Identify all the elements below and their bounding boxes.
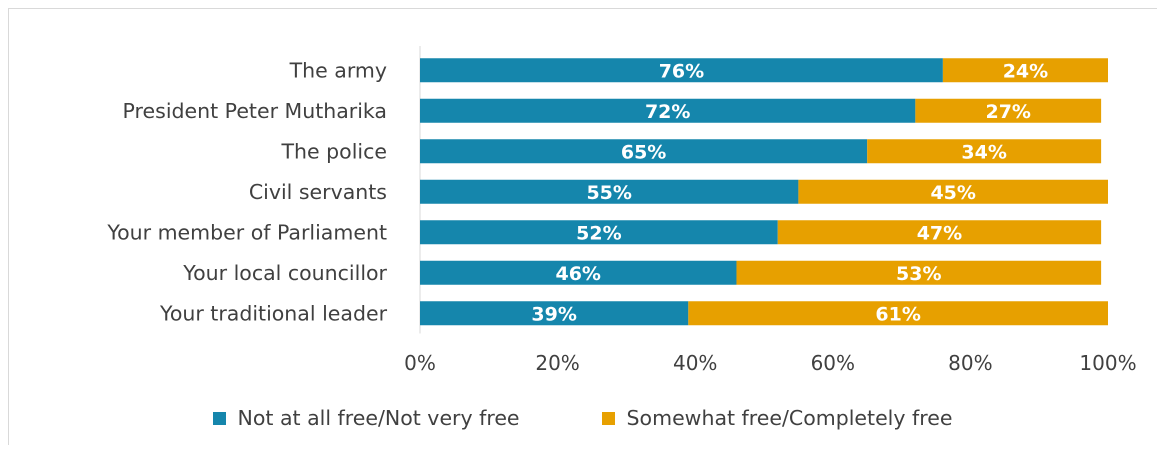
bar-segment-series-1: [942, 58, 1108, 83]
category-label: The army: [289, 58, 387, 82]
data-label: 65%: [621, 141, 666, 163]
data-label: 72%: [645, 101, 690, 123]
legend-label-not-free: Not at all free/Not very free: [237, 406, 520, 430]
data-label: 47%: [917, 222, 962, 244]
x-tick-label: 40%: [673, 351, 717, 375]
bar-segment-series-0: [420, 58, 943, 83]
data-label: 61%: [875, 303, 920, 325]
legend-label-free: Somewhat free/Completely free: [626, 406, 953, 430]
data-label: 55%: [586, 182, 631, 204]
bar-segment-series-1: [867, 139, 1102, 164]
bar-segment-series-0: [420, 179, 799, 204]
category-label: President Peter Mutharika: [123, 99, 387, 123]
data-label: 27%: [985, 101, 1030, 123]
category-label: Civil servants: [249, 180, 387, 204]
x-tick-label: 0%: [404, 351, 436, 375]
x-tick-label: 20%: [535, 351, 579, 375]
data-label: 76%: [659, 60, 704, 82]
legend-item-free: Somewhat free/Completely free: [601, 406, 953, 430]
legend-swatch-free: [601, 411, 615, 425]
legend-swatch-not-free: [212, 411, 226, 425]
x-tick-label: 100%: [1079, 351, 1136, 375]
bar-segment-series-0: [420, 139, 868, 164]
data-label: 39%: [531, 303, 576, 325]
bar-segment-series-0: [420, 98, 916, 123]
bar-segment-series-0: [420, 301, 689, 326]
x-tick-label: 60%: [811, 351, 855, 375]
data-label: 53%: [896, 263, 941, 285]
bar-segment-series-1: [798, 179, 1108, 204]
data-label: 24%: [1003, 60, 1048, 82]
chart-legend: Not at all free/Not very free Somewhat f…: [0, 401, 1165, 435]
bar-segment-series-1: [777, 220, 1102, 245]
data-label: 52%: [576, 222, 621, 244]
data-label: 45%: [930, 182, 975, 204]
bar-segment-series-1: [736, 260, 1102, 285]
data-label: 34%: [961, 141, 1006, 163]
x-tick-label: 80%: [948, 351, 992, 375]
category-label: The police: [281, 139, 387, 163]
category-label: Your local councillor: [182, 261, 387, 285]
bar-segment-series-1: [688, 301, 1108, 326]
bar-segment-series-0: [420, 260, 737, 285]
legend-item-not-free: Not at all free/Not very free: [212, 406, 520, 430]
category-label: Your traditional leader: [159, 301, 388, 325]
category-label: Your member of Parliament: [106, 220, 387, 244]
bar-segment-series-0: [420, 220, 778, 245]
bar-segment-series-1: [915, 98, 1102, 123]
data-label: 46%: [555, 263, 600, 285]
